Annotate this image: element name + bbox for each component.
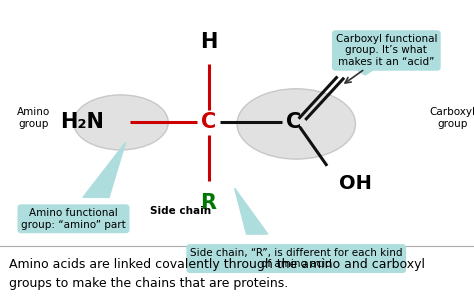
Polygon shape bbox=[83, 142, 126, 197]
Polygon shape bbox=[358, 70, 372, 75]
Text: Side chain, “R”, is different for each kind
of amino acid: Side chain, “R”, is different for each k… bbox=[190, 248, 402, 269]
Text: groups to make the chains that are proteins.: groups to make the chains that are prote… bbox=[9, 277, 289, 289]
Ellipse shape bbox=[237, 89, 356, 159]
Text: R: R bbox=[201, 193, 217, 213]
Text: Amino functional
group: “amino” part: Amino functional group: “amino” part bbox=[21, 208, 126, 230]
Text: OH: OH bbox=[339, 174, 372, 193]
Text: Amino acids are linked covalently through the amino and carboxyl: Amino acids are linked covalently throug… bbox=[9, 258, 426, 271]
Text: O: O bbox=[339, 47, 357, 67]
Text: C: C bbox=[286, 112, 301, 132]
Text: Amino
group: Amino group bbox=[17, 107, 50, 129]
Text: C: C bbox=[201, 112, 216, 132]
Text: H: H bbox=[200, 32, 217, 52]
Text: Carboxyl
group: Carboxyl group bbox=[429, 107, 474, 129]
Text: Carboxyl functional
group. It’s what
makes it an “acid”: Carboxyl functional group. It’s what mak… bbox=[336, 34, 437, 67]
Text: Side chain: Side chain bbox=[150, 206, 210, 216]
Text: H₂N: H₂N bbox=[60, 112, 104, 132]
Ellipse shape bbox=[73, 95, 168, 150]
Polygon shape bbox=[235, 188, 268, 234]
